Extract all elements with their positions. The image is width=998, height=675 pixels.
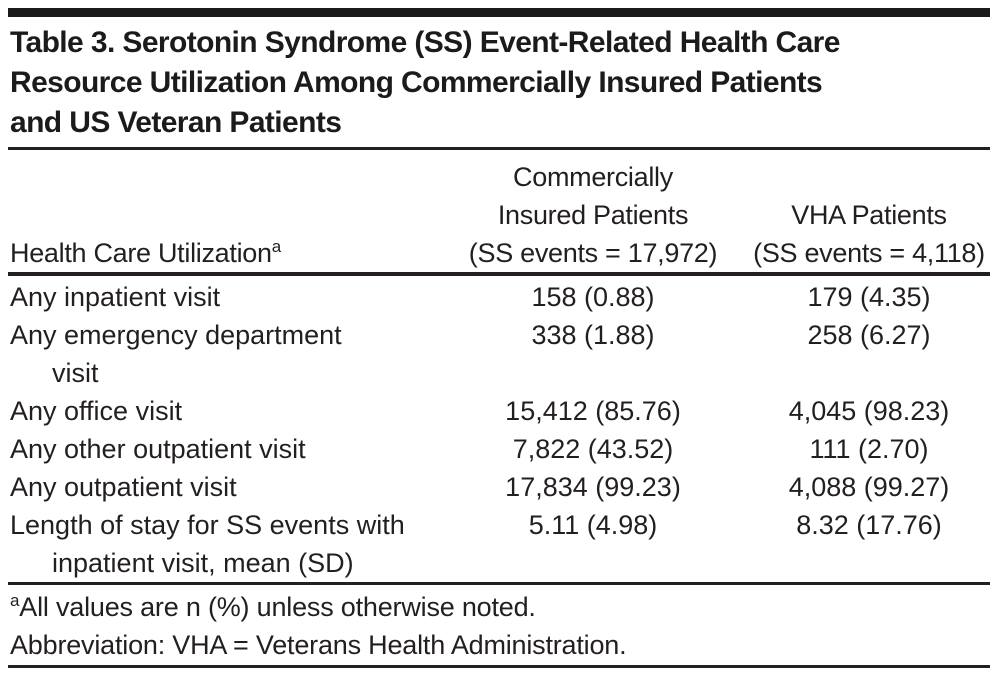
row-label: Any other outpatient visit bbox=[8, 430, 438, 468]
table-row-office-visit: Any office visit 15,412 (85.76) 4,045 (9… bbox=[8, 392, 990, 430]
footnote-all-values: aAll values are n (%) unless otherwise n… bbox=[10, 588, 990, 626]
row-label: Any outpatient visit bbox=[8, 468, 438, 506]
footnote-superscript: a bbox=[10, 591, 20, 610]
row-label-line-2: visit bbox=[52, 358, 99, 388]
top-rule-thick bbox=[8, 8, 990, 17]
header-col3-line-1: VHA Patients bbox=[791, 200, 947, 230]
row-value-commercial: 158 (0.88) bbox=[531, 282, 655, 312]
header-col2-line-1: Commercially bbox=[513, 162, 673, 192]
row-label: Any emergency department visit bbox=[8, 316, 438, 392]
table-row-inpatient-visit: Any inpatient visit 158 (0.88) 179 (4.35… bbox=[8, 278, 990, 316]
bottom-rule bbox=[8, 665, 990, 668]
row-label-line-1: Any emergency department bbox=[10, 320, 342, 350]
footnote-text: Abbreviation: VHA = Veterans Health Admi… bbox=[10, 630, 627, 660]
row-value-commercial: 5.11 (4.98) bbox=[528, 510, 658, 540]
row-value-vha: 258 (6.27) bbox=[807, 320, 931, 350]
table-title-line-3: and US Veteran Patients bbox=[10, 106, 342, 139]
header-col2-line-2: Insured Patients bbox=[497, 200, 689, 230]
header-col1-text: Health Care Utilization bbox=[10, 238, 272, 268]
header-health-care-utilization: Health Care Utilizationa bbox=[8, 234, 438, 272]
rule-above-footnotes bbox=[8, 582, 990, 585]
table-header-row: Health Care Utilizationa Commercially In… bbox=[8, 158, 990, 272]
row-label-line-2: inpatient visit, mean (SD) bbox=[52, 548, 354, 578]
header-col3-line-2: (SS events = 4,118) bbox=[753, 238, 985, 268]
table-title-line-1: Table 3. Serotonin Syndrome (SS) Event-R… bbox=[10, 26, 840, 59]
row-value-commercial: 338 (1.88) bbox=[531, 320, 655, 350]
row-label-line-1: Any other outpatient visit bbox=[10, 434, 306, 464]
row-value-commercial: 15,412 (85.76) bbox=[505, 396, 681, 426]
table-title-line-2: Resource Utilization Among Commercially … bbox=[10, 66, 823, 99]
row-label-line-1: Length of stay for SS events with bbox=[10, 510, 405, 540]
row-label-line-1: Any inpatient visit bbox=[10, 282, 221, 312]
footnote-text: All values are n (%) unless otherwise no… bbox=[19, 592, 536, 622]
header-col1-superscript: a bbox=[271, 237, 281, 256]
row-value-vha: 111 (2.70) bbox=[809, 434, 929, 464]
row-value-vha: 8.32 (17.76) bbox=[796, 510, 942, 540]
rule-under-header bbox=[8, 272, 990, 276]
row-label: Any office visit bbox=[8, 392, 438, 430]
row-value-vha: 4,088 (99.27) bbox=[788, 472, 950, 502]
row-value-commercial: 7,822 (43.52) bbox=[512, 434, 674, 464]
rule-under-title bbox=[8, 147, 990, 150]
row-label: Any inpatient visit bbox=[8, 278, 438, 316]
row-label-line-1: Any outpatient visit bbox=[10, 472, 237, 502]
table-title: Table 3. Serotonin Syndrome (SS) Event-R… bbox=[10, 23, 990, 143]
row-label-line-1: Any office visit bbox=[10, 396, 183, 426]
header-col2-line-3: (SS events = 17,972) bbox=[468, 238, 718, 268]
table-body: Any inpatient visit 158 (0.88) 179 (4.35… bbox=[8, 278, 990, 582]
table-row-outpatient-visit: Any outpatient visit 17,834 (99.23) 4,08… bbox=[8, 468, 990, 506]
footnote-abbreviation: Abbreviation: VHA = Veterans Health Admi… bbox=[10, 626, 990, 664]
table-footnotes: aAll values are n (%) unless otherwise n… bbox=[8, 588, 990, 664]
header-commercially-insured: Commercially Insured Patients (SS events… bbox=[438, 158, 748, 272]
row-value-vha: 179 (4.35) bbox=[807, 282, 931, 312]
row-value-vha: 4,045 (98.23) bbox=[788, 396, 950, 426]
header-vha-patients: VHA Patients (SS events = 4,118) bbox=[748, 196, 990, 272]
row-value-commercial: 17,834 (99.23) bbox=[505, 472, 681, 502]
row-label: Length of stay for SS events with inpati… bbox=[8, 506, 438, 582]
table-row-other-outpatient-visit: Any other outpatient visit 7,822 (43.52)… bbox=[8, 430, 990, 468]
table-row-emergency-department-visit: Any emergency department visit 338 (1.88… bbox=[8, 316, 990, 392]
table-row-length-of-stay: Length of stay for SS events with inpati… bbox=[8, 506, 990, 582]
